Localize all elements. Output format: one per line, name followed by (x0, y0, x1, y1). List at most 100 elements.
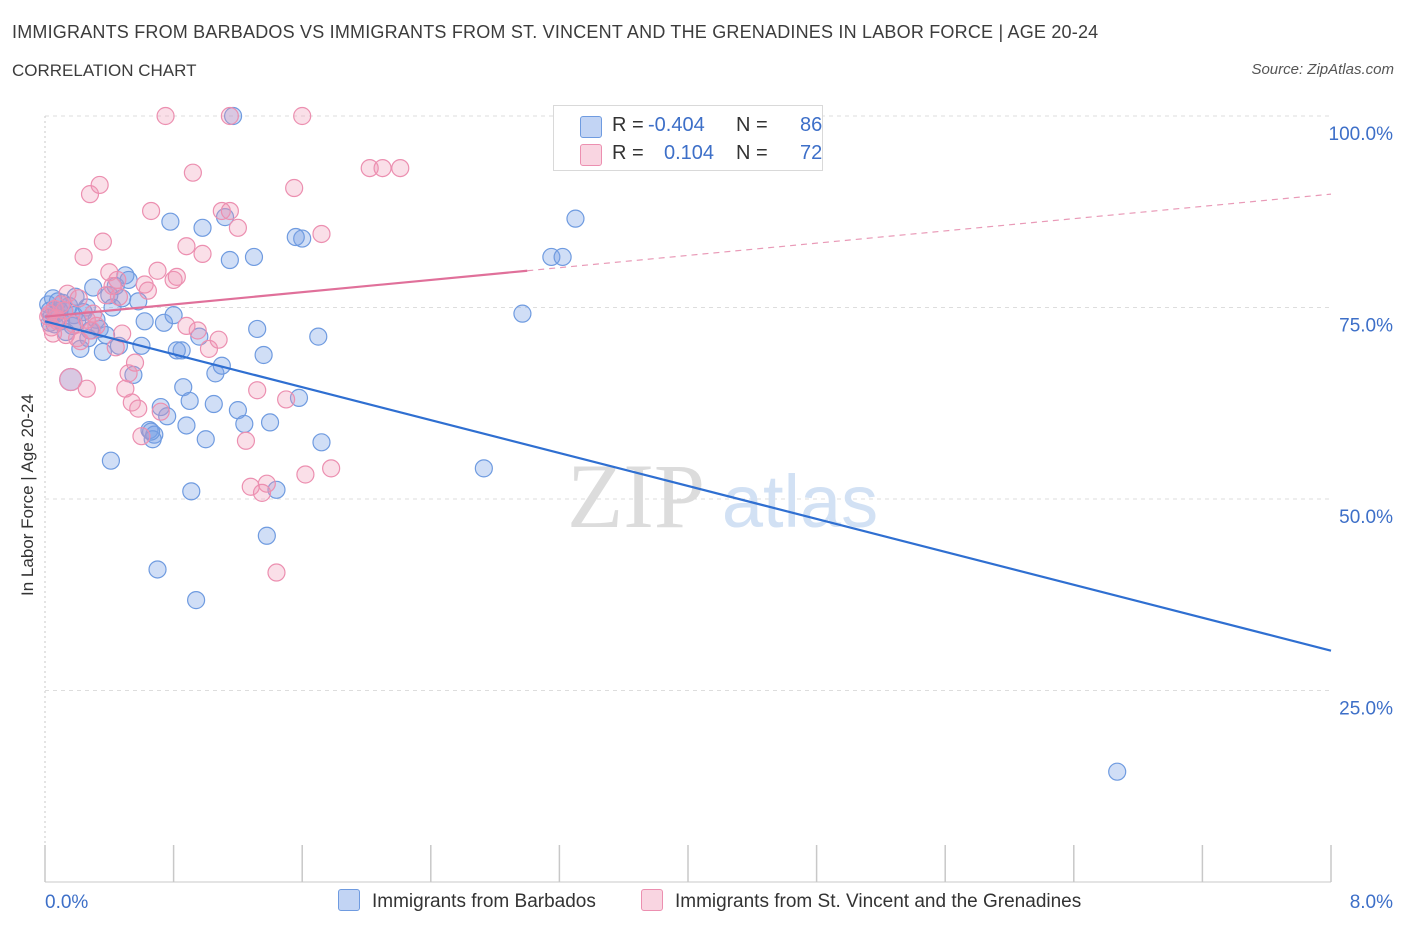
point-barbados (151, 397, 170, 417)
point-barbados (141, 422, 161, 441)
st-vincent-swatch (580, 144, 602, 166)
point-barbados (180, 391, 199, 411)
point-barbados (204, 394, 223, 414)
x-tick-label-left: 0.0% (45, 892, 88, 913)
point-barbados (293, 229, 312, 248)
point-barbados (1108, 762, 1127, 781)
point-st-vincent (80, 185, 100, 204)
point-st-vincent (322, 459, 341, 478)
point-barbados (187, 591, 206, 610)
r-value: -0.404 (648, 114, 705, 136)
stats-legend: R = -0.404 N = 86 R = 0.104 N = 72 (553, 105, 823, 171)
point-barbados (182, 482, 201, 501)
point-barbados (474, 459, 493, 478)
trend-lines (44, 193, 1332, 652)
point-barbados (566, 209, 585, 228)
point-st-vincent (129, 399, 148, 418)
point-barbados (161, 212, 180, 231)
point-st-vincent (138, 281, 157, 300)
point-st-vincent (252, 483, 272, 502)
point-st-vincent (58, 284, 77, 303)
point-st-vincent (193, 244, 212, 263)
point-st-vincent (93, 232, 112, 251)
n-label: N = (736, 142, 768, 164)
point-barbados (553, 247, 572, 267)
point-st-vincent (148, 261, 167, 280)
point-st-vincent (69, 289, 88, 308)
y-tick-label: 50.0% (1339, 507, 1393, 528)
point-barbados (143, 430, 162, 449)
point-st-vincent (312, 224, 331, 244)
point-barbados (309, 327, 328, 346)
legend-swatch-barbados (338, 889, 360, 911)
point-barbados (286, 227, 305, 247)
point-barbados (248, 319, 267, 339)
point-st-vincent (141, 201, 161, 221)
r-label: R = (612, 114, 644, 136)
x-tick-label-right: 8.0% (1350, 892, 1393, 913)
legend-label-barbados: Immigrants from Barbados (372, 891, 596, 912)
point-barbados (148, 560, 167, 579)
point-st-vincent (125, 353, 145, 372)
point-barbados (513, 304, 532, 323)
point-st-vincent (156, 106, 175, 126)
point-barbados (244, 247, 264, 267)
point-barbados (235, 414, 254, 434)
point-barbados (257, 526, 276, 545)
point-st-vincent (90, 175, 109, 195)
point-barbados (164, 306, 183, 325)
r-label: R = (612, 142, 644, 164)
point-barbados (220, 250, 239, 270)
trend-line-barbados (44, 320, 1332, 652)
point-st-vincent (183, 163, 202, 182)
point-st-vincent (59, 367, 83, 392)
point-st-vincent (228, 218, 247, 237)
legend-item-barbados: Immigrants from Barbados (338, 889, 596, 913)
point-st-vincent (108, 270, 127, 290)
source-label: Source: ZipAtlas.com (1251, 61, 1394, 78)
y-tick-label: 75.0% (1339, 316, 1393, 337)
chart-subtitle: CORRELATION CHART (12, 61, 197, 80)
point-st-vincent (236, 431, 256, 450)
point-st-vincent (167, 267, 186, 286)
point-barbados (254, 345, 273, 365)
point-barbados (177, 416, 196, 435)
y-axis-label: In Labor Force | Age 20-24 (18, 394, 37, 596)
point-barbados (154, 313, 174, 332)
trend-line-st-vincent-dashed (527, 193, 1332, 272)
n-value: 86 (800, 114, 823, 136)
point-barbados (267, 480, 286, 499)
point-barbados (190, 327, 209, 346)
trend-line-st-vincent (44, 269, 528, 318)
point-st-vincent (277, 390, 296, 409)
point-barbados (260, 413, 280, 432)
point-st-vincent (248, 381, 267, 400)
n-value: 72 (800, 142, 823, 164)
point-st-vincent (74, 247, 93, 267)
point-st-vincent (391, 158, 410, 178)
data-points (39, 106, 1127, 781)
point-st-vincent (77, 310, 96, 329)
legend-label-st-vincent: Immigrants from St. Vincent and the Gren… (675, 891, 1082, 912)
legend-item-st-vincent: Immigrants from St. Vincent and the Gren… (641, 889, 1081, 913)
point-st-vincent (109, 287, 129, 306)
point-st-vincent (285, 178, 304, 198)
legend-swatch-st-vincent (641, 889, 663, 911)
point-st-vincent (360, 158, 379, 178)
point-st-vincent (220, 201, 239, 221)
y-tick-label: 100.0% (1329, 124, 1394, 145)
point-st-vincent (77, 379, 96, 398)
point-st-vincent (373, 158, 392, 178)
tick-labels: 100.0% 75.0% 50.0% 25.0% 0.0% 8.0% (45, 124, 1393, 913)
point-st-vincent (119, 364, 138, 383)
point-st-vincent (177, 237, 196, 256)
axes (44, 116, 1332, 883)
point-barbados (312, 433, 331, 452)
point-st-vincent (267, 563, 286, 582)
point-st-vincent (177, 316, 196, 335)
point-st-vincent (293, 106, 312, 126)
point-st-vincent (151, 402, 170, 421)
point-st-vincent (164, 270, 183, 290)
point-barbados (101, 451, 121, 470)
n-label: N = (736, 114, 768, 136)
